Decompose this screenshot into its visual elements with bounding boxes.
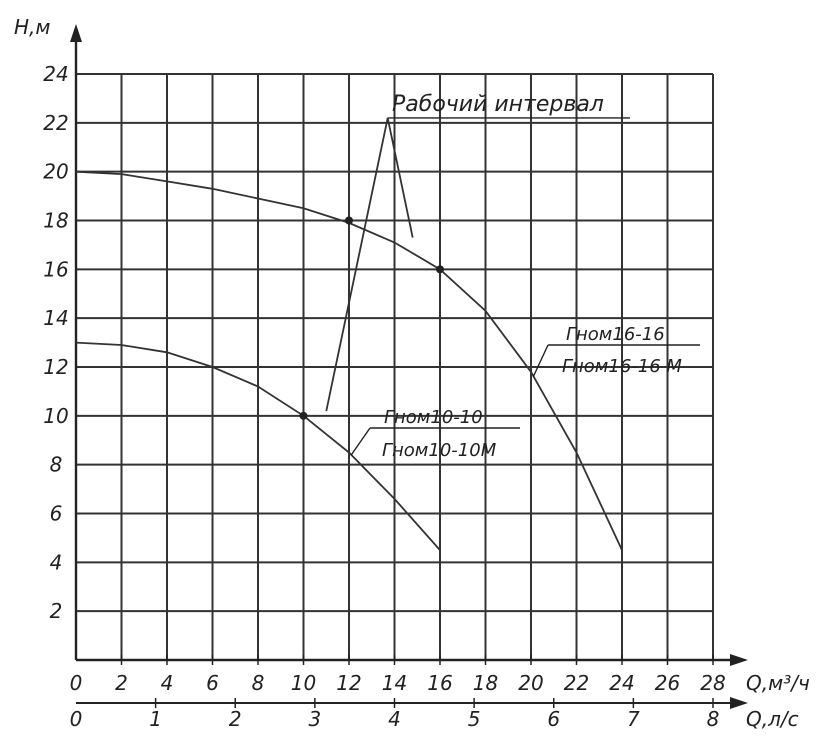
x-tick-label: 0: [70, 671, 83, 695]
y-tick-label: 20: [43, 160, 68, 184]
x-tick-label: 16: [427, 671, 452, 695]
x-tick-label: 28: [700, 671, 725, 695]
x2-tick-label: 7: [627, 707, 640, 731]
annotation-gnom16-16: Гном16-16: [566, 324, 665, 345]
annotations: Рабочий интервал Гном16-16 Гном16-16 М Гном…: [350, 92, 700, 461]
x2-tick-label: 0: [70, 707, 83, 731]
annotation-gnom10-10: Гном10-10: [384, 407, 483, 428]
y-tick-label: 16: [43, 257, 68, 281]
y-axis-label: H,м: [14, 15, 50, 39]
data-point: [299, 411, 308, 420]
y-tick-label: 12: [43, 355, 68, 379]
x2-axis-label: Q,л/с: [746, 707, 799, 731]
x2-tick-label: 2: [229, 707, 242, 731]
x2-axis-arrow: [730, 697, 748, 709]
y-tick-label: 22: [43, 111, 68, 135]
x-tick-label: 8: [252, 671, 265, 695]
x-tick-label: 26: [655, 671, 680, 695]
x-axis-arrow: [730, 654, 748, 666]
series-line-2: [75, 341, 441, 551]
y-tick-label: 4: [50, 550, 63, 574]
y-tick-label: 2: [50, 599, 63, 623]
x-tick-label: 6: [206, 671, 219, 695]
annotation-gnom16-16m: Гном16-16 М: [562, 356, 682, 377]
annotation-working-interval: Рабочий интервал: [392, 92, 604, 117]
y-tick-label: 8: [50, 453, 63, 477]
x-axis-label: Q,м³/ч: [746, 671, 810, 695]
x2-tick-label: 4: [388, 707, 401, 731]
leader-gnom16: [532, 344, 549, 378]
x-tick-label: 10: [291, 671, 316, 695]
x2-tick-label: 6: [547, 707, 560, 731]
y-tick-label: 14: [43, 306, 68, 330]
x-tick-label: 2: [115, 671, 128, 695]
x-tick-label: 24: [609, 671, 634, 695]
y-axis-arrow: [70, 24, 82, 42]
x2-tick-label: 5: [468, 707, 481, 731]
x-tick-label: 14: [382, 671, 407, 695]
x2-tick-label: 1: [149, 707, 162, 731]
x2-tick-label: 3: [309, 707, 322, 731]
leader-gnom10: [350, 427, 371, 456]
x-tick-label: 22: [564, 671, 589, 695]
x-tick-label: 20: [518, 671, 543, 695]
x-tick-label: 12: [336, 671, 361, 695]
axes: [70, 24, 748, 709]
x-tick-label: 18: [473, 671, 498, 695]
grid: [76, 73, 714, 660]
y-tick-label: 18: [43, 209, 68, 233]
data-point: [436, 265, 444, 274]
y-tick-label: 6: [50, 502, 63, 526]
marked-points: [299, 216, 444, 420]
y-tick-label: 24: [43, 62, 68, 86]
y-tick-label: 10: [43, 404, 68, 428]
x2-tick-label: 8: [707, 707, 720, 731]
x-tick-label: 4: [161, 671, 174, 695]
annotation-gnom10-10m: Гном10-10М: [382, 440, 497, 461]
data-point: [345, 216, 353, 225]
